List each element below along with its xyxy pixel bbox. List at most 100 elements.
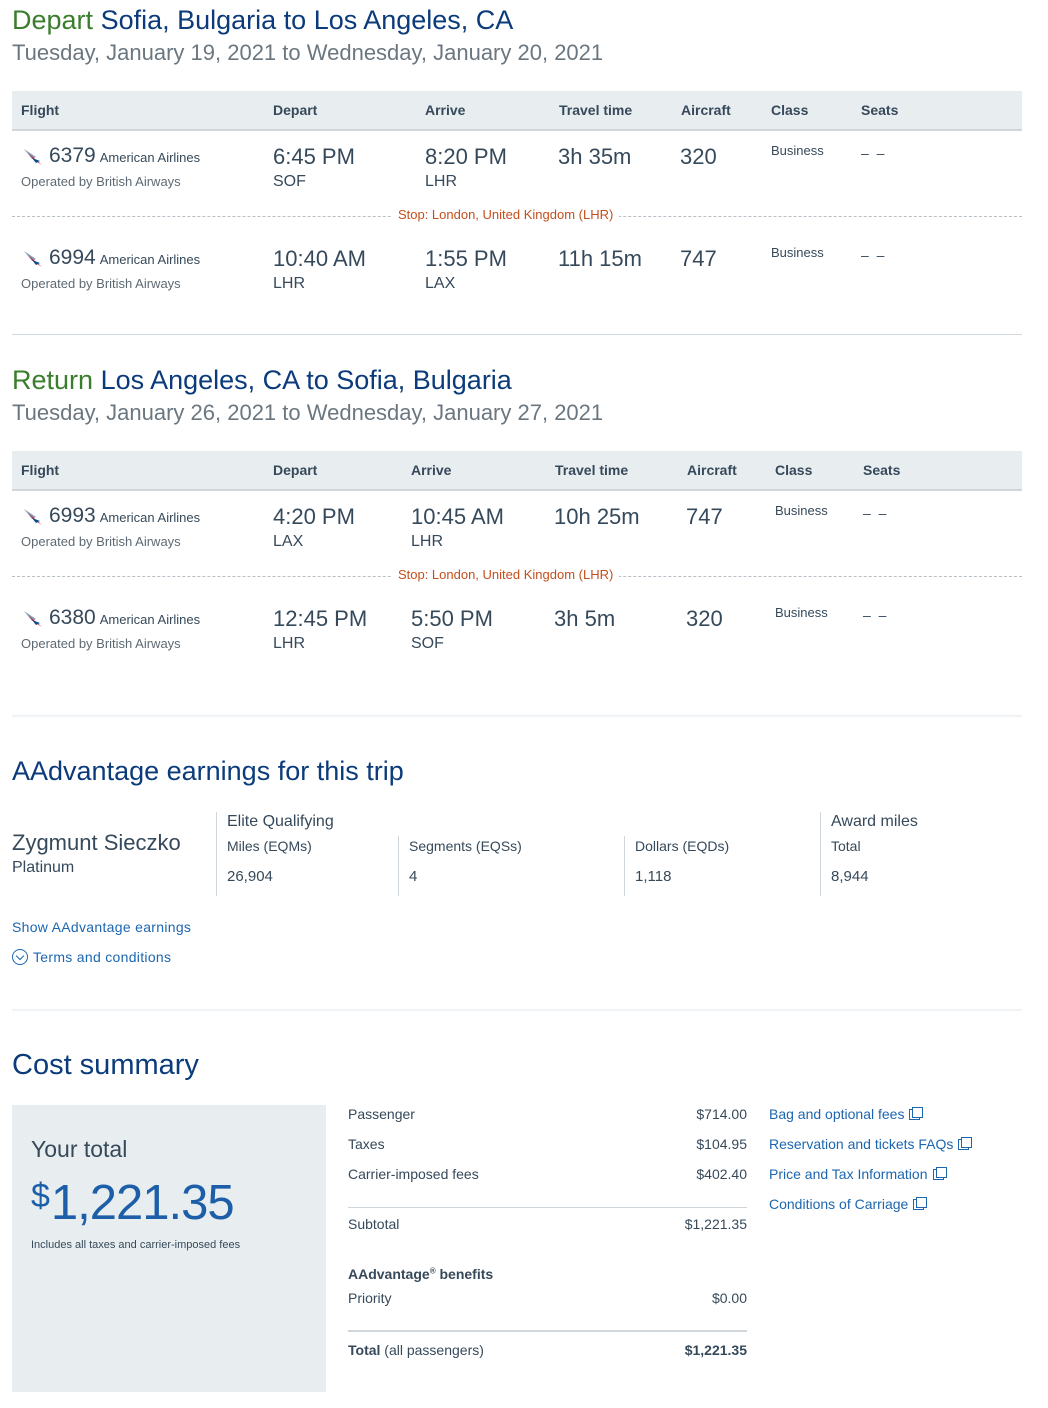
show-aadvantage-earnings-link[interactable]: Show AAdvantage earnings xyxy=(12,919,192,935)
section-divider xyxy=(12,1009,1022,1012)
table-header: Flight Depart Arrive Travel time Aircraf… xyxy=(12,91,1022,131)
arrive-airport-code: SOF xyxy=(411,635,444,652)
table-header: Flight Depart Arrive Travel time Aircraf… xyxy=(12,451,1022,491)
flight-number: 6994 xyxy=(49,246,96,269)
return-title: Return Los Angeles, CA to Sofia, Bulgari… xyxy=(12,363,603,397)
arrive-airport-code: LHR xyxy=(425,173,458,190)
operated-by: Operated by British Airways xyxy=(21,276,181,291)
cost-amount: $714.00 xyxy=(696,1106,747,1122)
cost-divider xyxy=(348,1207,747,1208)
conditions-of-carriage-link[interactable]: Conditions of Carriage xyxy=(769,1196,928,1212)
depart-section-header: Depart Sofia, Bulgaria to Los Angeles, C… xyxy=(12,3,603,67)
airline-name: American Airlines xyxy=(99,150,201,165)
benefits-suffix: benefits xyxy=(435,1266,494,1282)
airline-name: American Airlines xyxy=(99,252,201,267)
aircraft: 747 xyxy=(680,246,717,271)
cost-label: Passenger xyxy=(348,1106,415,1122)
return-route: Los Angeles, CA to Sofia, Bulgaria xyxy=(100,365,512,395)
col-depart: Depart xyxy=(273,102,318,118)
col-class: Class xyxy=(775,462,813,478)
your-total-amount: $1,221.35 xyxy=(31,1175,235,1231)
flight-number-wrap: 6994 American Airlines xyxy=(49,246,200,270)
depart-time: 6:45 PM xyxy=(273,144,355,169)
link-label: Bag and optional fees xyxy=(769,1106,905,1122)
col-aircraft: Aircraft xyxy=(687,462,737,478)
operated-by: Operated by British Airways xyxy=(21,174,181,189)
aircraft: 320 xyxy=(680,144,717,169)
col-arrive: Arrive xyxy=(411,462,452,478)
cost-label: Subtotal xyxy=(348,1216,400,1232)
col-seats: Seats xyxy=(861,102,899,118)
depart-time: 10:40 AM xyxy=(273,246,366,271)
depart-time: 4:20 PM xyxy=(273,504,355,529)
column-divider xyxy=(624,836,625,896)
cost-label: Priority xyxy=(348,1290,392,1306)
your-total-box: Your total $1,221.35 Includes all taxes … xyxy=(12,1105,326,1392)
flight-number: 6380 xyxy=(49,606,96,629)
bag-fees-link[interactable]: Bag and optional fees xyxy=(769,1106,924,1122)
travel-time: 3h 35m xyxy=(558,144,632,169)
depart-time: 12:45 PM xyxy=(273,606,368,631)
flight-number-wrap: 6380 American Airlines xyxy=(49,606,200,630)
reservation-faqs-link[interactable]: Reservation and tickets FAQs xyxy=(769,1136,973,1152)
flight-number-wrap: 6993 American Airlines xyxy=(49,504,200,528)
depart-airport-code: LAX xyxy=(273,533,304,550)
stop-divider: Stop: London, United Kingdom (LHR) xyxy=(12,561,1022,593)
seats: – – xyxy=(861,145,887,161)
eqs-label: Segments (EQSs) xyxy=(409,838,522,854)
external-link-icon xyxy=(958,1137,973,1150)
col-arrive: Arrive xyxy=(425,102,466,118)
flight-number-wrap: 6379 American Airlines xyxy=(49,144,200,168)
member-name: Zygmunt Sieczko xyxy=(12,830,181,855)
price-tax-info-link[interactable]: Price and Tax Information xyxy=(769,1166,947,1182)
class: Business xyxy=(775,605,828,620)
arrive-time: 5:50 PM xyxy=(411,606,493,631)
cost-amount: $402.40 xyxy=(696,1166,747,1182)
seats: – – xyxy=(863,505,889,521)
american-airlines-logo-icon xyxy=(24,509,42,525)
american-airlines-logo-icon xyxy=(24,251,42,267)
class: Business xyxy=(771,143,824,158)
terms-and-conditions-toggle[interactable]: Terms and conditions xyxy=(12,949,171,965)
total-note: Includes all taxes and carrier-imposed f… xyxy=(31,1239,241,1251)
cost-divider xyxy=(348,1330,747,1332)
depart-flight-table: Flight Depart Arrive Travel time Aircraf… xyxy=(12,91,1022,303)
depart-airport-code: LHR xyxy=(273,635,306,652)
flight-row: 6380 American Airlines Operated by Britis… xyxy=(12,593,1022,663)
return-label: Return xyxy=(12,365,94,395)
link-label: Conditions of Carriage xyxy=(769,1196,909,1212)
flight-row: 6994 American Airlines Operated by Britis… xyxy=(12,233,1022,303)
your-total-label: Your total xyxy=(31,1136,128,1162)
cost-summary-title: Cost summary xyxy=(12,1049,199,1081)
col-flight: Flight xyxy=(21,462,60,478)
seats: – – xyxy=(863,607,889,623)
aircraft: 320 xyxy=(686,606,723,631)
eqm-value: 26,904 xyxy=(227,868,273,885)
member-tier: Platinum xyxy=(12,859,75,876)
col-flight: Flight xyxy=(21,102,60,118)
cost-amount: $1,221.35 xyxy=(684,1216,747,1232)
arrive-airport-code: LAX xyxy=(425,275,456,292)
class: Business xyxy=(775,503,828,518)
airline-name: American Airlines xyxy=(99,510,201,525)
section-divider xyxy=(12,715,1022,718)
chevron-down-circle-icon xyxy=(12,949,28,965)
grand-total-label: Total xyxy=(348,1342,381,1358)
cost-amount: $0.00 xyxy=(711,1290,747,1306)
external-link-icon xyxy=(913,1197,928,1210)
depart-dates: Tuesday, January 19, 2021 to Wednesday, … xyxy=(12,40,604,65)
return-dates: Tuesday, January 26, 2021 to Wednesday, … xyxy=(12,400,604,425)
grand-total-amount: $1,221.35 xyxy=(684,1342,747,1358)
airline-name: American Airlines xyxy=(99,612,201,627)
column-divider xyxy=(820,812,821,896)
eqm-label: Miles (EQMs) xyxy=(227,838,312,854)
col-aircraft: Aircraft xyxy=(681,102,731,118)
elite-qualifying-heading: Elite Qualifying xyxy=(227,813,334,830)
operated-by: Operated by British Airways xyxy=(21,636,181,651)
depart-title: Depart Sofia, Bulgaria to Los Angeles, C… xyxy=(12,3,603,37)
american-airlines-logo-icon xyxy=(24,611,42,627)
flight-row: 6379 American Airlines Operated by Britis… xyxy=(12,131,1022,201)
terms-and-conditions-label: Terms and conditions xyxy=(33,949,172,965)
section-divider xyxy=(12,334,1022,335)
depart-airport-code: SOF xyxy=(273,173,306,190)
